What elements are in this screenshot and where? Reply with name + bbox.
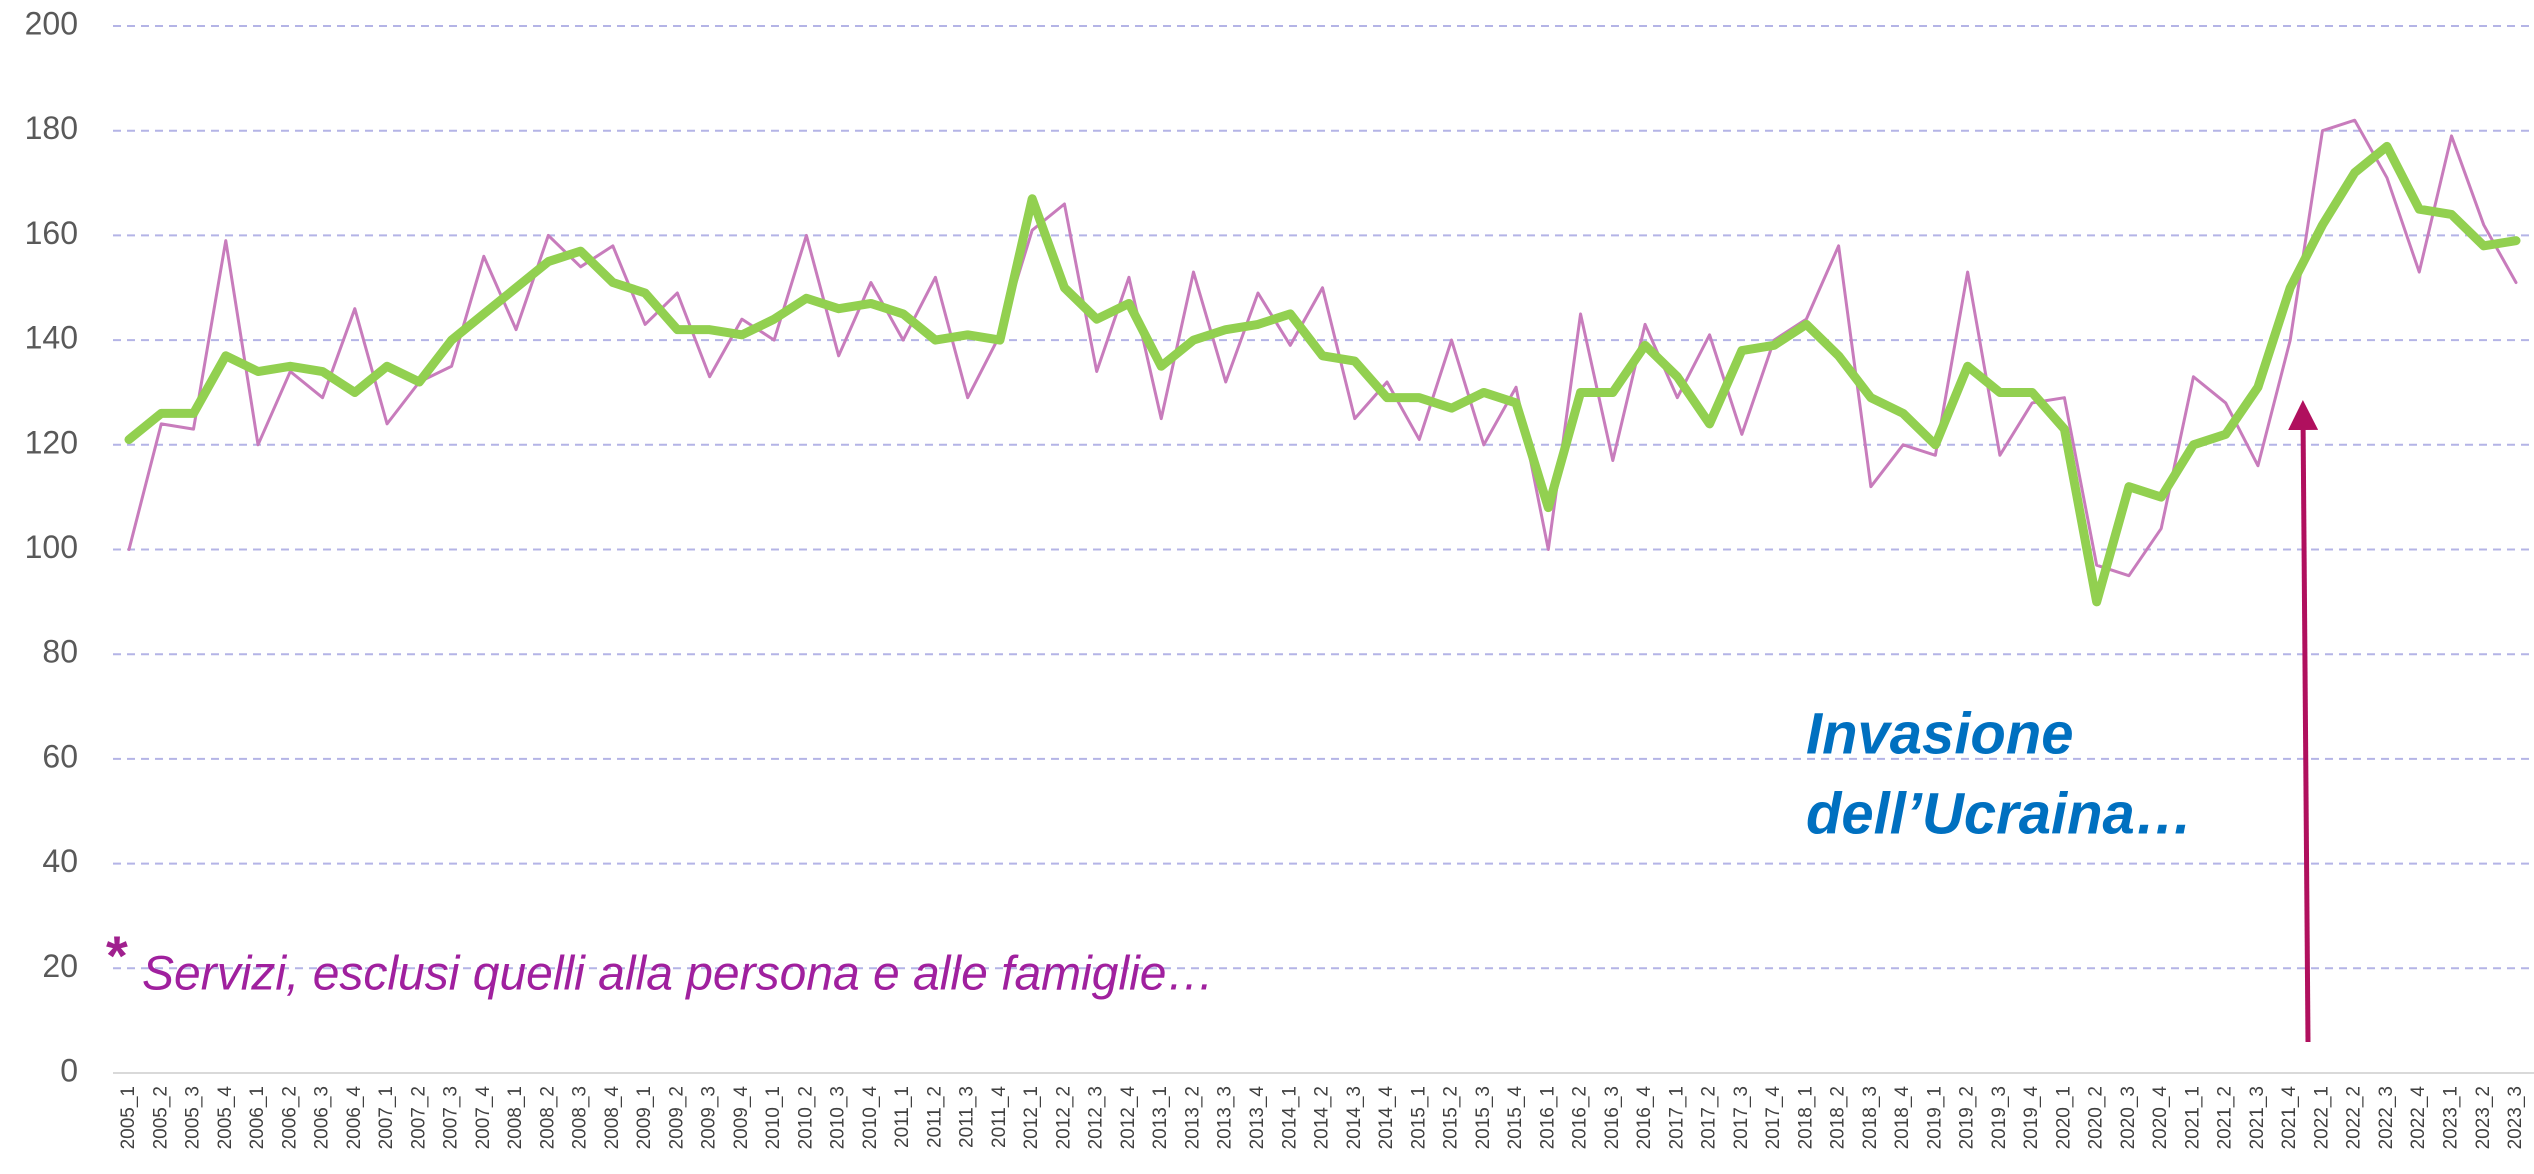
y-tick-label: 200 [25, 5, 78, 41]
x-tick-label: 2010_1 [763, 1086, 784, 1149]
x-tick-label: 2022_1 [2311, 1086, 2332, 1149]
x-tick-label: 2019_2 [1957, 1086, 1978, 1149]
x-tick-label: 2013_3 [1215, 1086, 1236, 1149]
x-tick-label: 2022_3 [2376, 1086, 2397, 1149]
x-tick-label: 2011_1 [892, 1086, 913, 1148]
y-tick-label: 20 [42, 948, 78, 984]
footnote-mark: * [106, 924, 128, 987]
x-tick-label: 2017_3 [1731, 1086, 1752, 1149]
x-tick-label: 2010_3 [828, 1086, 849, 1149]
y-tick-label: 40 [42, 843, 78, 879]
x-tick-label: 2014_2 [1312, 1086, 1333, 1149]
x-tick-label: 2007_2 [408, 1086, 429, 1149]
x-tick-label: 2014_3 [1344, 1086, 1365, 1149]
x-tick-label: 2009_4 [731, 1086, 752, 1150]
x-tick-label: 2005_4 [215, 1086, 236, 1150]
x-tick-label: 2005_1 [118, 1086, 139, 1149]
x-tick-label: 2007_4 [473, 1086, 494, 1150]
y-tick-label: 60 [42, 738, 78, 774]
x-tick-label: 2017_1 [1666, 1086, 1687, 1149]
x-tick-label: 2021_3 [2247, 1086, 2268, 1149]
x-tick-label: 2018_2 [1828, 1086, 1849, 1149]
y-tick-label: 80 [42, 634, 78, 670]
series-line [124, 141, 2521, 607]
x-tick-label: 2005_3 [183, 1086, 204, 1149]
y-tick-label: 160 [25, 215, 78, 251]
x-tick-label: 2022_4 [2408, 1086, 2429, 1150]
x-tick-label: 2006_3 [312, 1086, 333, 1149]
x-tick-label: 2008_2 [537, 1086, 558, 1149]
x-tick-label: 2021_1 [2182, 1086, 2203, 1149]
x-tick-label: 2014_4 [1376, 1086, 1397, 1150]
x-tick-label: 2011_4 [989, 1086, 1010, 1148]
annotation: Invasione [1806, 701, 2074, 766]
annotation: dell’Ucraina… [1806, 781, 2193, 846]
x-tick-label: 2019_3 [1989, 1086, 2010, 1149]
x-tick-label: 2018_1 [1795, 1086, 1816, 1149]
x-tick-label: 2015_1 [1408, 1086, 1429, 1149]
x-tick-label: 2021_2 [2215, 1086, 2236, 1149]
x-tick-label: 2012_2 [1053, 1086, 1074, 1149]
x-tick-label: 2017_4 [1763, 1086, 1784, 1150]
x-tick-label: 2006_4 [344, 1086, 365, 1150]
x-tick-label: 2015_4 [1505, 1086, 1526, 1150]
y-tick-label: 100 [25, 529, 78, 565]
x-tick-label: 2023_2 [2473, 1086, 2494, 1149]
x-tick-label: 2008_4 [602, 1086, 623, 1150]
x-tick-label: 2016_3 [1602, 1086, 1623, 1149]
arrow [2288, 400, 2319, 1043]
x-tick-label: 2018_4 [1892, 1086, 1913, 1150]
x-tick-label: 2020_1 [2053, 1086, 2074, 1149]
x-tick-label: 2011_2 [924, 1086, 945, 1148]
x-tick-label: 2020_4 [2150, 1086, 2171, 1150]
y-tick-label: 180 [25, 110, 78, 146]
x-tick-label: 2023_3 [2505, 1086, 2526, 1149]
x-tick-label: 2009_2 [666, 1086, 687, 1149]
x-tick-label: 2023_1 [2441, 1086, 2462, 1149]
x-tick-label: 2010_4 [860, 1086, 881, 1150]
x-tick-label: 2015_3 [1473, 1086, 1494, 1149]
x-tick-label: 2014_1 [1279, 1086, 1300, 1149]
x-tick-label: 2020_2 [2086, 1086, 2107, 1149]
x-tick-label: 2015_2 [1441, 1086, 1462, 1149]
x-tick-label: 2022_2 [2344, 1086, 2365, 1149]
x-tick-label: 2012_1 [1021, 1086, 1042, 1149]
x-tick-label: 2017_2 [1699, 1086, 1720, 1149]
x-tick-label: 2006_2 [279, 1086, 300, 1149]
x-tick-label: 2013_4 [1247, 1086, 1268, 1150]
series-line [127, 118, 2518, 578]
x-tick-label: 2018_3 [1860, 1086, 1881, 1149]
y-tick-label: 120 [25, 424, 78, 460]
x-tick-label: 2016_1 [1537, 1086, 1558, 1149]
x-tick-label: 2008_1 [505, 1086, 526, 1149]
x-tick-label: 2012_4 [1118, 1086, 1139, 1150]
x-tick-label: 2007_3 [441, 1086, 462, 1149]
x-tick-label: 2008_3 [570, 1086, 591, 1149]
x-tick-label: 2005_2 [150, 1086, 171, 1149]
x-tick-label: 2009_1 [634, 1086, 655, 1149]
x-tick-label: 2007_1 [376, 1086, 397, 1149]
y-tick-label: 140 [25, 320, 78, 356]
x-tick-label: 2019_1 [1924, 1086, 1945, 1149]
y-tick-label: 0 [60, 1052, 78, 1088]
x-tick-label: 2010_2 [795, 1086, 816, 1149]
x-tick-label: 2020_3 [2118, 1086, 2139, 1149]
footnote: Servizi, esclusi quelli alla persona e a… [142, 948, 1215, 1001]
x-tick-label: 2013_2 [1182, 1086, 1203, 1149]
x-tick-label: 2006_1 [247, 1086, 268, 1149]
x-tick-label: 2019_4 [2021, 1086, 2042, 1150]
x-tick-label: 2009_3 [699, 1086, 720, 1149]
x-tick-label: 2021_4 [2279, 1086, 2300, 1150]
x-tick-label: 2016_2 [1570, 1086, 1591, 1149]
x-tick-label: 2013_1 [1150, 1086, 1171, 1149]
x-tick-label: 2012_3 [1086, 1086, 1107, 1149]
x-tick-label: 2011_3 [957, 1086, 978, 1148]
x-tick-label: 2016_4 [1634, 1086, 1655, 1150]
